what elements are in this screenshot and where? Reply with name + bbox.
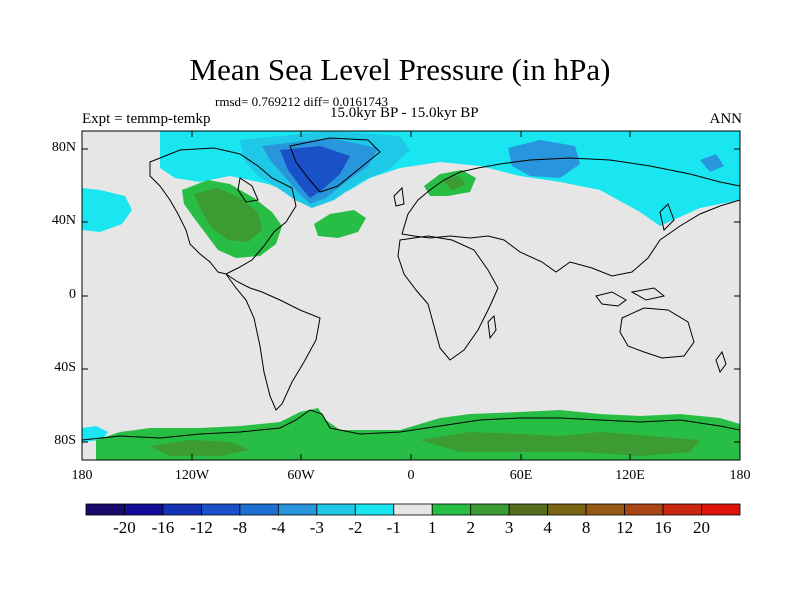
colorbar-swatch-15 [662, 503, 702, 516]
antarctica-strong-positive-region-2 [420, 432, 700, 456]
colorbar-label: -1 [386, 518, 401, 537]
colorbar-label: -2 [348, 518, 363, 537]
colorbar-label: 2 [466, 518, 475, 537]
antarctica-strong-positive-region [150, 440, 250, 456]
colorbar-swatch-3 [201, 503, 241, 516]
stats-subtitle: rmsd= 0.769212 diff= 0.0161743 [215, 94, 388, 109]
colorbar-label: 4 [543, 518, 552, 537]
europe-strong-positive-region [442, 176, 466, 190]
colorbar-label: -4 [271, 518, 286, 537]
colorbar-label: 8 [581, 518, 591, 537]
colorbar-swatch-6 [316, 503, 356, 516]
lon-label-120e: 120E [615, 468, 645, 483]
lon-label-120w: 120W [174, 468, 210, 483]
colorbar-swatch-1 [124, 503, 164, 516]
north-america-strong-positive-region [194, 188, 262, 242]
lon-label-180e: 180 [729, 468, 751, 483]
colorbar-swatch-14 [624, 503, 664, 516]
lat-label-40s: 40S [54, 360, 76, 375]
colorbar-label: 12 [616, 518, 634, 537]
lat-label-80s: 80S [54, 433, 76, 448]
season-label: ANN [709, 111, 743, 127]
greenland-minus4-region [280, 146, 350, 198]
colorbar-label: -8 [232, 518, 247, 537]
colorbar-swatch-9 [431, 503, 472, 516]
lon-label-0: 0 [407, 468, 415, 483]
period-label: 15.0kyr BP - 15.0kyr BP [330, 105, 479, 121]
lon-label-60e: 60E [509, 468, 533, 483]
colorbar-swatch-8 [393, 503, 433, 516]
pacific-small-blue-region [700, 154, 724, 172]
lat-label-0: 0 [69, 287, 76, 302]
colorbar-swatch-4 [239, 503, 279, 516]
colorbar-label: -16 [151, 518, 175, 537]
coastlines [82, 137, 740, 441]
colorbar [85, 503, 741, 516]
lat-label-40n: 40N [51, 213, 76, 228]
colorbar-label: 3 [504, 518, 514, 537]
experiment-label: Expt = temmp-temkp [82, 111, 211, 127]
lon-label-60w: 60W [287, 468, 315, 483]
colorbar-swatch-5 [277, 503, 318, 516]
lon-label-180w: 180 [71, 468, 93, 483]
atlantic-positive-region [314, 210, 366, 238]
colorbar-label: 1 [427, 518, 437, 537]
colorbar-label: 20 [693, 518, 711, 537]
colorbar-label: -3 [309, 518, 324, 537]
colorbar-swatch-7 [354, 503, 395, 516]
pacific-negative-anomaly-region [82, 188, 132, 232]
lon-ticks [81, 131, 741, 460]
colorbar-swatch-16 [701, 503, 741, 516]
lat-label-80n: 80N [51, 140, 76, 155]
lat-ticks [82, 148, 740, 443]
colorbar-swatch-12 [547, 503, 587, 516]
colorbar-label: -12 [190, 518, 213, 537]
colorbar-swatch-2 [162, 503, 202, 516]
map-title: Mean Sea Level Pressure (in hPa) [189, 52, 611, 87]
colorbar-swatch-10 [470, 503, 510, 516]
colorbar-label: -20 [113, 518, 136, 537]
colorbar-swatch-0 [85, 503, 125, 516]
colorbar-swatch-13 [585, 503, 625, 516]
colorbar-label: 16 [654, 518, 672, 537]
colorbar-swatch-11 [508, 503, 549, 516]
